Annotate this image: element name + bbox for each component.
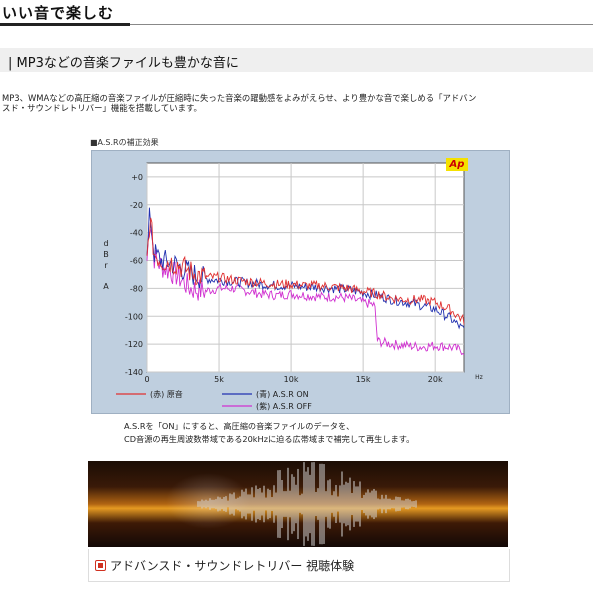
series-line-asr-on	[146, 207, 465, 330]
x-tick-label: 20k	[428, 375, 443, 384]
heading-accent-bar	[0, 23, 130, 26]
y-tick-label: -120	[125, 340, 143, 349]
legend-label-asr-off: (紫) A.S.R OFF	[256, 402, 312, 411]
y-tick-label: -20	[130, 201, 143, 210]
asr-demo-banner[interactable]	[88, 461, 508, 547]
waveform-graphic	[197, 462, 417, 546]
y-tick-label: -140	[125, 368, 143, 377]
figure-caption: ■A.S.Rの補正効果	[90, 138, 159, 147]
subheading-text: | MP3などの音楽ファイルも豊かな音に	[8, 56, 239, 71]
asr-demo-link-text[interactable]: アドバンスド・サウンドレトリバー 視聴体験	[110, 559, 355, 573]
y-axis-label: d	[103, 239, 108, 248]
asr-note-line-1: A.S.Rを「ON」にすると、高圧縮の音楽ファイルのデータを、	[124, 421, 355, 431]
y-tick-label: +0	[131, 173, 143, 182]
asr-demo-link[interactable]: アドバンスド・サウンドレトリバー 視聴体験	[88, 549, 510, 582]
y-tick-label: -60	[130, 257, 143, 266]
ap-logo: Ap	[446, 158, 468, 171]
x-tick-label: 15k	[356, 375, 371, 384]
description-line-2: スド・サウンドレトリバー」機能を搭載しています。	[2, 103, 202, 113]
plot-area	[146, 162, 465, 373]
description-text: MP3、WMAなどの高圧縮の音楽ファイルが圧縮時に失った音楽の躍動感をよみがえら…	[2, 93, 592, 113]
link-arrow-icon	[95, 560, 106, 571]
legend-label-asr-on: (青) A.S.R ON	[256, 389, 309, 399]
asr-note-line-2: CD音源の再生周波数帯域である20kHzに迫る広帯域まで補完して再生します。	[124, 434, 415, 444]
y-tick-label: -40	[130, 229, 143, 238]
y-axis-label: r	[104, 261, 108, 270]
asr-chart-svg: 0 5k 10k 15k 20k +0 -20 -40 -60 -80 -100 -120 -140 dB…	[103, 162, 483, 411]
x-tick-label: 5k	[214, 375, 224, 384]
y-axis-label: B	[103, 250, 109, 259]
y-tick-label: -100	[125, 312, 143, 321]
section-heading: いい音で楽しむ	[0, 0, 593, 26]
y-tick-label: -80	[130, 284, 143, 293]
legend-label-original: (赤) 原音	[150, 389, 183, 399]
series-line-original	[146, 217, 465, 325]
heading-underline	[0, 24, 593, 25]
x-axis-unit: Hz	[475, 374, 483, 381]
asr-chart: 0 5k 10k 15k 20k +0 -20 -40 -60 -80 -100 -120 -140 d B…	[91, 150, 510, 414]
y-axis-label: A	[103, 282, 109, 291]
asr-note: A.S.Rを「ON」にすると、高圧縮の音楽ファイルのデータを、 CD音源の再生周…	[124, 420, 414, 446]
section-heading-text: いい音で楽しむ	[2, 4, 115, 22]
subheading-bar: | MP3などの音楽ファイルも豊かな音に	[0, 48, 593, 72]
description-line-1: MP3、WMAなどの高圧縮の音楽ファイルが圧縮時に失った音楽の躍動感をよみがえら…	[2, 93, 477, 103]
x-tick-label: 0	[144, 375, 149, 384]
x-tick-label: 10k	[284, 375, 299, 384]
